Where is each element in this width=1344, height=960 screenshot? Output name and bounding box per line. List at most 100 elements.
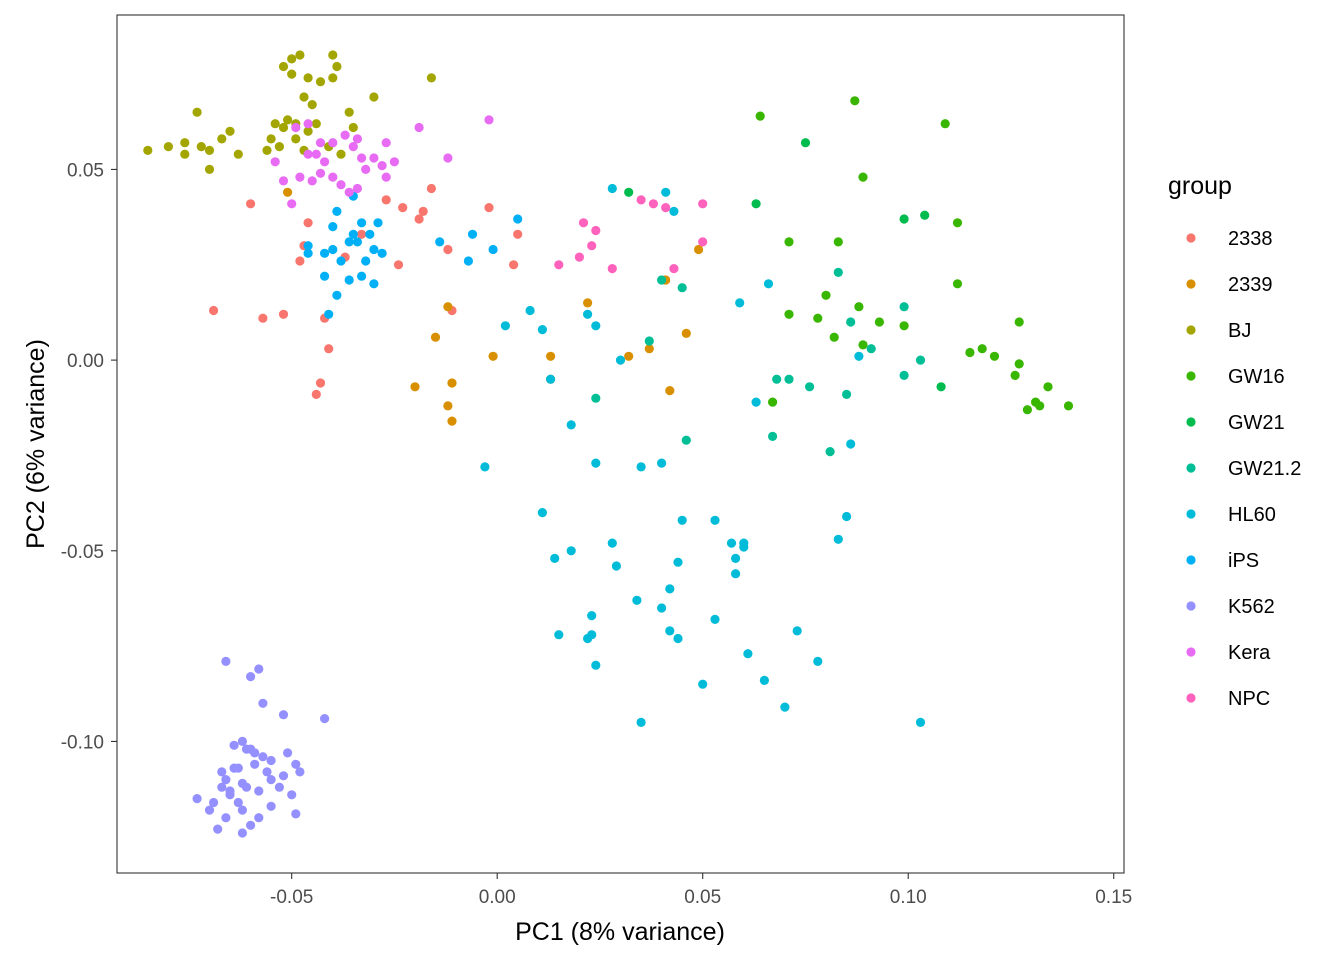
data-point-K562-33: [233, 797, 243, 808]
data-point-K562-28: [237, 805, 247, 815]
data-point-K562-39: [250, 748, 260, 758]
data-point-BJ-24: [278, 61, 289, 72]
legend-key-2339: [1186, 279, 1196, 289]
data-point-NPC-1: [574, 252, 585, 262]
data-point-BJ-8: [217, 134, 227, 144]
data-point-HL60-33: [854, 351, 864, 361]
data-point-BJ-21: [283, 115, 293, 125]
data-point-HL60-37: [632, 595, 642, 605]
data-point-HL60-5: [591, 458, 601, 468]
data-point-iPS-0: [303, 248, 313, 258]
legend-label-2338: 2338: [1228, 228, 1273, 250]
data-point-Kera-2: [287, 199, 297, 209]
data-point-BJ-2: [180, 138, 190, 148]
data-point-HL60-38: [611, 561, 622, 571]
data-point-HL60-0: [669, 206, 679, 216]
legend-title: group: [1168, 172, 1232, 200]
data-point-BJ-1: [163, 142, 173, 152]
data-point-2338-20: [484, 203, 494, 213]
data-point-Kera-13: [357, 153, 367, 163]
data-point-GW16-15: [965, 347, 975, 358]
x-tick-label-4: 0.15: [1095, 887, 1132, 908]
data-point-Kera-24: [381, 172, 391, 182]
points-layer: [143, 50, 1074, 838]
data-point-HL60-3: [591, 321, 601, 331]
data-point-iPS-2: [332, 206, 342, 216]
data-point-GW16-18: [1010, 370, 1020, 380]
data-point-2338-1: [209, 305, 219, 316]
data-point-2338-19: [443, 244, 453, 255]
data-point-2339-0: [283, 187, 293, 197]
data-point-2339-16: [694, 244, 704, 255]
data-point-GW16-21: [1022, 405, 1032, 415]
data-point-HL60-1: [661, 187, 671, 197]
data-point-2339-14: [665, 386, 675, 396]
data-point-BJ-9: [225, 126, 235, 136]
data-point-GW21-2-10: [846, 317, 856, 327]
data-point-GW16-9: [854, 302, 864, 312]
y-tick-label-1: -0.05: [61, 542, 104, 563]
legend-key-GW16: [1186, 371, 1196, 381]
data-point-iPS-26: [513, 214, 523, 224]
panel-border: [116, 14, 1125, 874]
data-point-HL60-45: [550, 553, 560, 564]
legend-label-HL60: HL60: [1228, 504, 1276, 526]
data-point-K562-40: [241, 744, 252, 754]
data-point-HL60-50: [763, 279, 774, 289]
data-point-NPC-4: [591, 225, 601, 236]
data-point-HL60-52: [525, 305, 535, 316]
data-point-Kera-25: [381, 138, 391, 148]
data-point-BJ-10: [233, 149, 243, 159]
data-point-Kera-1: [278, 176, 289, 186]
data-point-2338-8: [324, 344, 334, 354]
data-point-HL60-23: [665, 626, 675, 636]
data-point-K562-42: [217, 782, 227, 792]
data-point-Kera-20: [361, 164, 371, 174]
data-point-2339-5: [443, 401, 453, 411]
data-point-iPS-12: [357, 271, 367, 281]
data-point-GW16-10: [874, 317, 885, 327]
data-point-BJ-5: [196, 142, 206, 152]
data-point-K562-32: [246, 820, 256, 830]
data-point-NPC-0: [554, 260, 564, 270]
data-point-Kera-19: [303, 119, 313, 129]
data-point-GW21-2-1: [677, 283, 687, 293]
data-point-GW21-2-12: [899, 302, 909, 312]
data-point-Kera-29: [352, 134, 362, 144]
data-point-GW21-2-9: [833, 267, 843, 277]
data-point-NPC-8: [661, 203, 671, 213]
data-point-GW21-2-14: [915, 355, 926, 365]
data-point-GW21-2-13: [899, 370, 909, 380]
data-point-K562-25: [291, 809, 301, 819]
data-point-2338-21: [508, 260, 519, 270]
data-point-GW21-2-3: [681, 435, 691, 445]
data-point-Kera-15: [340, 130, 350, 140]
data-point-HL60-40: [587, 611, 597, 621]
x-tick-label-3: 0.10: [890, 887, 927, 908]
data-point-2339-1: [443, 302, 453, 312]
data-point-GW21-3: [899, 214, 909, 224]
data-point-HL60-31: [833, 534, 843, 544]
data-point-2339-12: [644, 344, 654, 354]
data-point-NPC-11: [698, 237, 708, 247]
legend-key-GW21-2: [1186, 463, 1196, 473]
data-point-2338-10: [311, 389, 321, 399]
data-point-BJ-37: [369, 92, 379, 102]
data-point-iPS-5: [344, 237, 354, 247]
data-point-HL60-13: [677, 515, 687, 525]
data-point-BJ-4: [192, 107, 202, 117]
data-point-Kera-23: [389, 157, 399, 167]
data-point-GW16-20: [1014, 359, 1024, 369]
data-point-2339-15: [681, 328, 691, 338]
data-point-Kera-12: [352, 183, 362, 194]
data-point-K562-41: [225, 790, 235, 800]
data-point-BJ-3: [180, 149, 190, 159]
data-point-NPC-7: [648, 199, 659, 209]
data-point-iPS-19: [373, 218, 383, 228]
data-point-iPS-7: [357, 218, 367, 228]
data-point-2338-22: [513, 229, 523, 239]
data-point-BJ-30: [328, 50, 338, 60]
data-point-iPS-3: [328, 244, 338, 255]
data-point-HL60-10: [636, 462, 646, 472]
